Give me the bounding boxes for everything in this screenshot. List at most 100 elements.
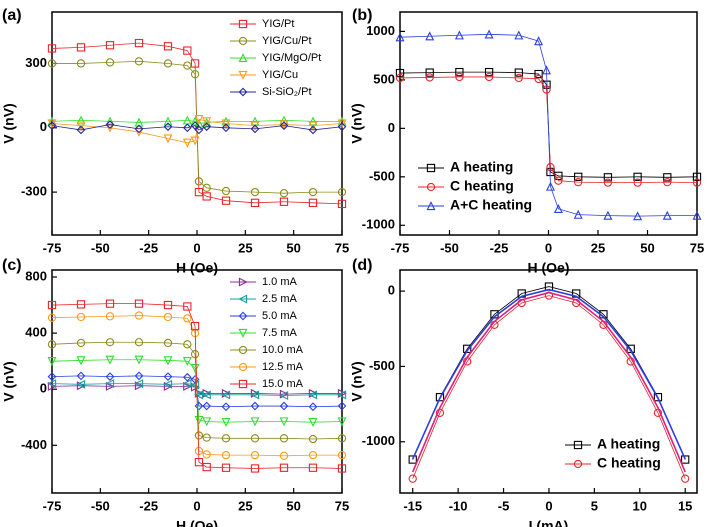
marker bbox=[514, 73, 523, 83]
marker bbox=[308, 418, 318, 428]
marker bbox=[545, 181, 555, 191]
marker bbox=[663, 173, 672, 182]
marker bbox=[105, 355, 115, 365]
legend-marker bbox=[426, 182, 436, 192]
x-tick-label: -25 bbox=[490, 240, 509, 255]
marker bbox=[134, 38, 144, 48]
x-tick-label: 25 bbox=[591, 240, 605, 255]
marker bbox=[163, 116, 173, 126]
marker bbox=[279, 434, 289, 443]
series-line bbox=[51, 118, 343, 144]
marker bbox=[182, 138, 192, 148]
marker bbox=[194, 125, 204, 135]
marker bbox=[76, 338, 86, 348]
legend-marker bbox=[238, 345, 248, 355]
x-tick-label: 25 bbox=[238, 498, 252, 513]
x-tick-label: 0 bbox=[193, 498, 200, 513]
panel-label: (c) bbox=[2, 257, 22, 274]
marker bbox=[202, 433, 211, 442]
marker bbox=[692, 178, 702, 187]
marker bbox=[190, 70, 200, 79]
marker bbox=[221, 418, 231, 428]
marker bbox=[47, 340, 57, 349]
marker bbox=[279, 115, 289, 125]
marker bbox=[163, 372, 173, 381]
marker bbox=[182, 357, 192, 366]
marker bbox=[308, 116, 318, 126]
marker bbox=[308, 390, 318, 400]
y-tick-label: -500 bbox=[369, 358, 395, 373]
marker bbox=[194, 457, 204, 467]
legend-marker bbox=[573, 459, 583, 469]
marker bbox=[534, 36, 544, 46]
marker bbox=[337, 122, 347, 132]
marker bbox=[337, 187, 347, 197]
marker bbox=[603, 210, 613, 220]
marker bbox=[337, 119, 347, 129]
marker bbox=[574, 172, 583, 181]
x-tick-label: 0 bbox=[545, 240, 552, 255]
marker bbox=[76, 356, 86, 366]
marker bbox=[163, 379, 173, 389]
marker bbox=[134, 311, 144, 320]
x-tick-label: 25 bbox=[238, 240, 252, 255]
legend-label: 12.5 mA bbox=[262, 361, 304, 373]
marker bbox=[183, 46, 192, 55]
marker bbox=[163, 42, 173, 51]
marker bbox=[337, 450, 347, 460]
legend-label: A heating bbox=[597, 436, 660, 452]
marker bbox=[183, 302, 192, 311]
x-axis-label: H (Oe) bbox=[176, 260, 218, 276]
marker bbox=[221, 196, 231, 205]
marker bbox=[546, 162, 555, 172]
marker bbox=[425, 73, 434, 82]
legend-label: 1.0 mA bbox=[262, 276, 298, 288]
y-tick-label: 1000 bbox=[366, 23, 395, 38]
marker bbox=[425, 68, 434, 77]
marker bbox=[202, 450, 211, 459]
marker bbox=[134, 338, 144, 347]
marker bbox=[279, 121, 289, 131]
marker bbox=[663, 178, 672, 187]
marker bbox=[190, 136, 200, 146]
marker bbox=[105, 338, 115, 347]
marker bbox=[574, 178, 583, 187]
marker bbox=[250, 390, 260, 400]
marker bbox=[308, 450, 318, 460]
marker bbox=[190, 321, 200, 331]
legend-marker bbox=[238, 311, 248, 321]
marker bbox=[183, 314, 192, 323]
marker bbox=[183, 340, 192, 349]
x-axis-label: I (mA) bbox=[529, 518, 569, 527]
legend-label: C heating bbox=[450, 178, 514, 194]
marker bbox=[105, 379, 115, 389]
marker bbox=[337, 199, 347, 209]
marker bbox=[455, 72, 464, 82]
series-line bbox=[399, 33, 697, 217]
marker bbox=[182, 379, 192, 389]
marker bbox=[221, 119, 231, 129]
y-tick-label: 400 bbox=[25, 325, 47, 340]
marker bbox=[435, 393, 445, 402]
marker bbox=[221, 434, 231, 443]
marker bbox=[573, 209, 583, 219]
marker bbox=[163, 134, 173, 144]
marker bbox=[183, 61, 192, 70]
marker bbox=[425, 31, 435, 41]
marker bbox=[105, 120, 115, 129]
x-tick-label: 0 bbox=[193, 240, 200, 255]
legend-marker bbox=[426, 163, 436, 173]
x-tick-label: -50 bbox=[91, 240, 110, 255]
marker bbox=[279, 463, 289, 472]
legend-marker bbox=[238, 362, 248, 372]
legend-marker bbox=[238, 379, 248, 389]
marker bbox=[105, 381, 115, 391]
marker bbox=[76, 312, 86, 322]
y-tick-label: -400 bbox=[21, 437, 47, 452]
marker bbox=[337, 464, 347, 473]
legend-marker bbox=[238, 328, 248, 338]
marker bbox=[105, 299, 115, 308]
marker bbox=[484, 72, 494, 82]
marker bbox=[542, 65, 552, 75]
